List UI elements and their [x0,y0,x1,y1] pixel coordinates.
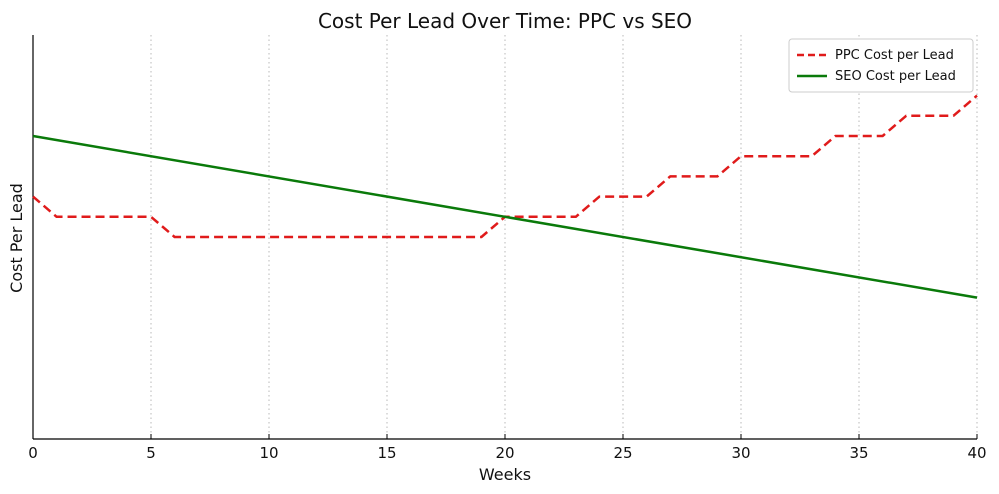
series-line-1 [32,134,978,299]
x-tick-label-35: 35 [849,444,868,462]
x-tick-label-40: 40 [967,444,986,462]
y-axis-label: Cost Per Lead [7,183,26,293]
x-tick-label-15: 15 [377,444,396,462]
series [32,94,978,299]
legend-label-ppc: PPC Cost per Lead [835,48,954,63]
x-tick-label-0: 0 [28,444,38,462]
legend-box [788,38,974,93]
x-axis-label: Weeks [479,465,531,484]
x-tick-label-10: 10 [259,444,278,462]
x-tick-label-30: 30 [731,444,750,462]
x-tick-label-5: 5 [146,444,156,462]
legend: PPC Cost per Lead SEO Cost per Lead [788,38,974,93]
legend-label-seo: SEO Cost per Lead [835,69,956,84]
x-ticks: 0 5 10 15 20 25 30 35 40 [28,434,987,462]
x-tick-label-20: 20 [495,444,514,462]
x-tick-label-25: 25 [613,444,632,462]
chart-title: Cost Per Lead Over Time: PPC vs SEO [318,9,692,33]
